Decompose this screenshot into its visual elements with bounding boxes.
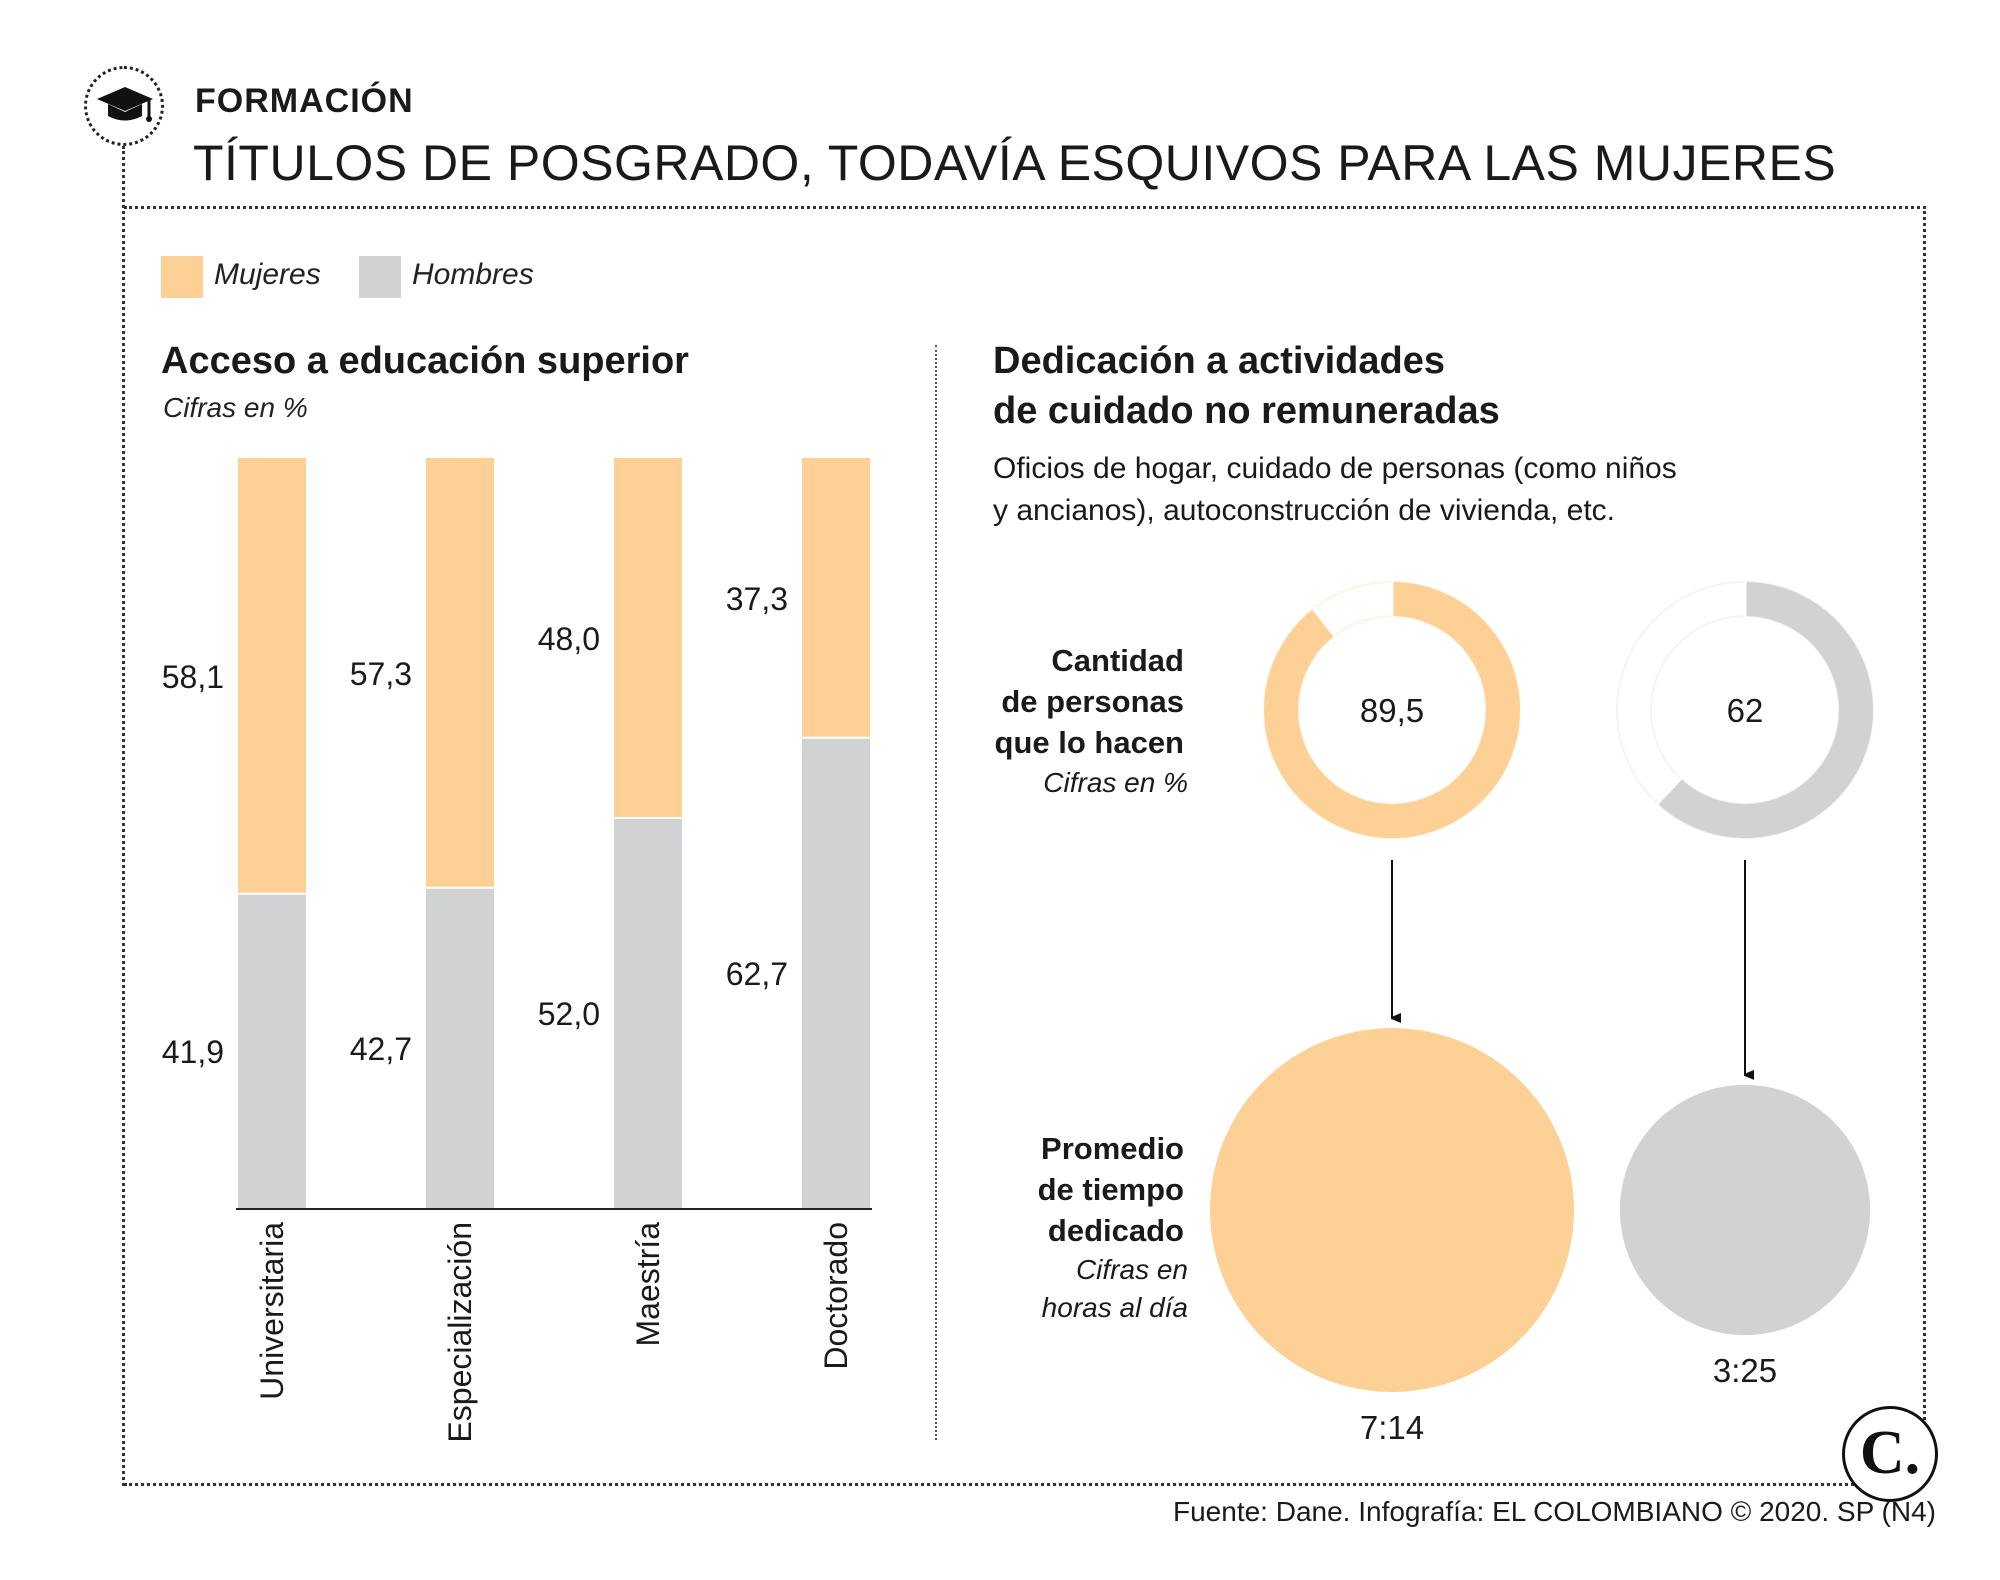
care-description-line2: y ancianos), autoconstrucción de viviend…	[993, 494, 1616, 527]
bar-chart-title: Acceso a educación superior	[161, 340, 689, 382]
time-bubble-label-1: 3:25	[1713, 1352, 1777, 1389]
donut-separator-1-1	[1655, 776, 1683, 806]
section-kicker: FORMACIÓN	[195, 82, 414, 120]
donut-separator-0-1	[1311, 607, 1337, 638]
bar-men-0	[238, 893, 306, 1208]
donut-value-0: 89,5	[1360, 692, 1424, 729]
donut-arc-1	[1657, 582, 1873, 838]
time-label-sub-line2: horas al día	[1041, 1292, 1188, 1323]
category-label-2: Maestría	[630, 1222, 666, 1347]
legend-swatch-men	[359, 256, 401, 298]
people-label-line3: que lo hacen	[994, 725, 1184, 760]
graduation-cap-badge	[84, 66, 164, 146]
time-label-line3: dedicado	[1047, 1213, 1184, 1248]
bar-label-women-0: 58,1	[162, 659, 224, 695]
care-title-line2: de cuidado no remuneradas	[993, 390, 1500, 432]
bar-label-men-0: 41,9	[162, 1034, 224, 1070]
people-label-line2: de personas	[1001, 684, 1184, 719]
graduation-cap-icon	[97, 87, 153, 122]
frame-border-left	[122, 146, 125, 1486]
care-charts: 89,5 7:14 62 3:25	[1210, 581, 1874, 1446]
time-bubble-1	[1619, 1084, 1871, 1336]
bar-men-3	[802, 737, 870, 1208]
time-label-line1: Promedio	[1041, 1131, 1184, 1166]
bar-label-men-1: 42,7	[350, 1031, 412, 1067]
donut-value-1: 62	[1727, 692, 1764, 729]
bar-men-2	[614, 818, 682, 1208]
bar-label-men-2: 52,0	[538, 996, 600, 1032]
frame-border-bottom	[124, 1483, 1926, 1486]
bar-women-2	[614, 458, 682, 818]
bar-label-women-2: 48,0	[538, 621, 600, 657]
bar-men-1	[426, 887, 494, 1208]
donut-arc-0	[1264, 582, 1520, 838]
bar-women-0	[238, 458, 306, 894]
bar-label-women-3: 37,3	[726, 581, 788, 617]
bar-label-men-3: 62,7	[726, 956, 788, 992]
legend-swatch-women	[161, 256, 203, 298]
time-label-line2: de tiempo	[1037, 1172, 1184, 1207]
legend-label-men: Hombres	[412, 258, 534, 291]
stacked-bar-chart: 58,1 41,9 Universitaria 57,3 42,7 Especializa…	[162, 458, 872, 1443]
category-label-0: Universitaria	[254, 1222, 290, 1400]
category-label-1: Especialización	[442, 1222, 478, 1443]
bar-women-1	[426, 458, 494, 888]
bar-label-women-1: 57,3	[350, 656, 412, 692]
care-description-line1: Oficios de hogar, cuidado de personas (c…	[993, 452, 1677, 485]
time-bubble-label-0: 7:14	[1360, 1409, 1424, 1446]
bar-chart-subtitle: Cifras en %	[163, 392, 308, 423]
time-bubble-0	[1210, 1028, 1574, 1392]
people-label-sub: Cifras en %	[1043, 767, 1188, 798]
people-label-line1: Cantidad	[1051, 643, 1184, 678]
bar-women-3	[802, 458, 870, 738]
frame-border-top	[124, 206, 1926, 209]
frame-border-right	[1923, 206, 1926, 1486]
el-colombiano-logo: C.	[1842, 1406, 1938, 1502]
source-credit: Fuente: Dane. Infografía: EL COLOMBIANO …	[1173, 1496, 1936, 1527]
page-title: TÍTULOS DE POSGRADO, TODAVÍA ESQUIVOS PA…	[193, 135, 1837, 191]
category-label-3: Doctorado	[818, 1222, 854, 1370]
legend-label-women: Mujeres	[214, 258, 321, 291]
time-label-sub-line1: Cifras en	[1075, 1254, 1188, 1285]
panel-divider	[935, 345, 937, 1440]
care-title-line1: Dedicación a actividades	[993, 340, 1445, 382]
